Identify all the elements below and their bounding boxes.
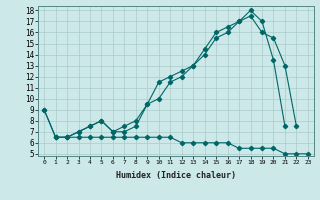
X-axis label: Humidex (Indice chaleur): Humidex (Indice chaleur) (116, 171, 236, 180)
